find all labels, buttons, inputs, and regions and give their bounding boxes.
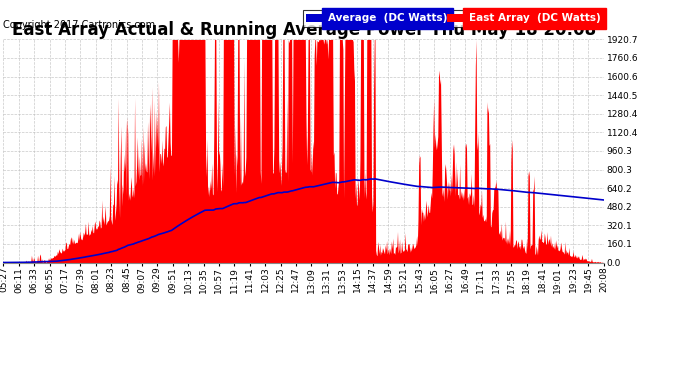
Text: Copyright 2017 Cartronics.com: Copyright 2017 Cartronics.com <box>3 21 155 30</box>
Title: East Array Actual & Running Average Power Thu May 18 20:08: East Array Actual & Running Average Powe… <box>12 21 595 39</box>
Legend: Average  (DC Watts), East Array  (DC Watts): Average (DC Watts), East Array (DC Watts… <box>303 10 604 27</box>
